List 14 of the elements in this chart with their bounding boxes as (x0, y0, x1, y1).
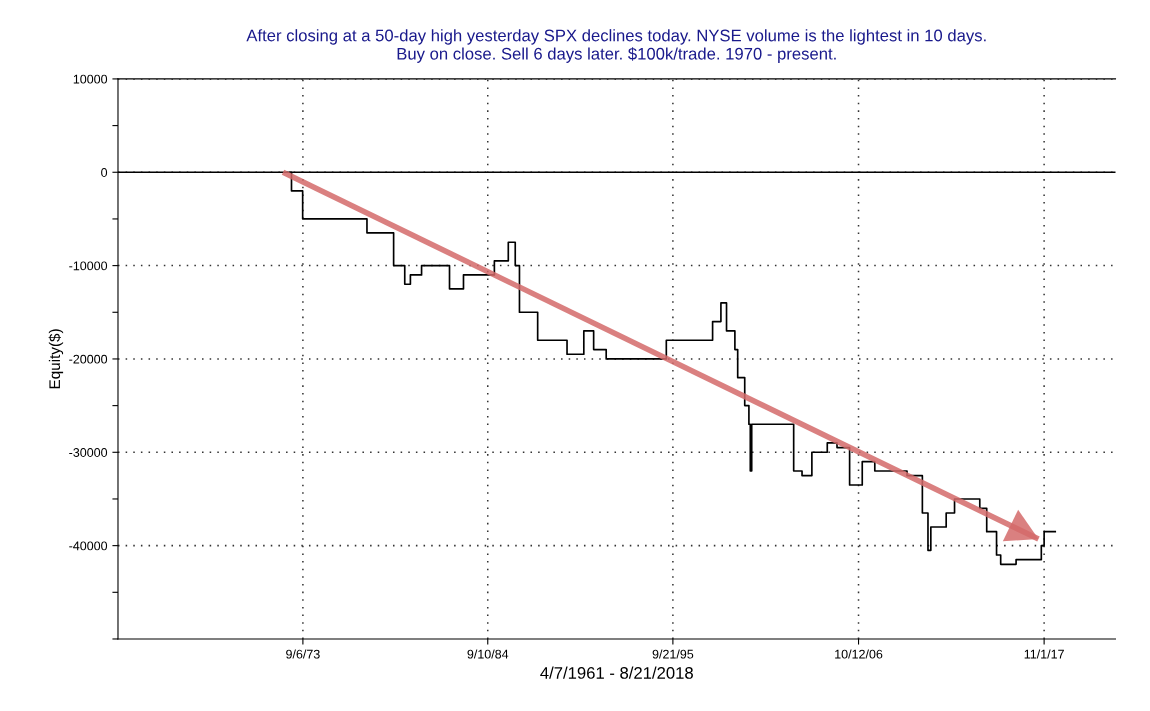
x-tick-label: 9/21/95 (652, 649, 694, 659)
x-tick-label: 11/1/17 (1024, 649, 1064, 659)
x-tick-label: 9/6/73 (286, 649, 320, 659)
chart-title: After closing at a 50-day high yesterday SPX declines today. NYSE volume is the lightest in 10 days. Buy on close. Sell 6 days later. $100k/trade. 1970 - present. (246, 29, 986, 63)
y-tick-label: 0 (101, 168, 108, 177)
x-tick-label: 10/12/06 (835, 649, 883, 659)
y-tick-label: -20000 (69, 354, 108, 364)
y-tick-label: -10000 (69, 261, 108, 271)
y-tick-label: 10000 (73, 74, 108, 84)
x-axis-title: 4/7/1961 - 8/21/2018 (540, 666, 693, 679)
y-tick-label: -40000 (69, 541, 108, 551)
y-axis-title: Equity($) (48, 329, 64, 389)
x-tick-label: 9/10/84 (467, 649, 509, 659)
y-tick-label: -30000 (69, 448, 108, 457)
